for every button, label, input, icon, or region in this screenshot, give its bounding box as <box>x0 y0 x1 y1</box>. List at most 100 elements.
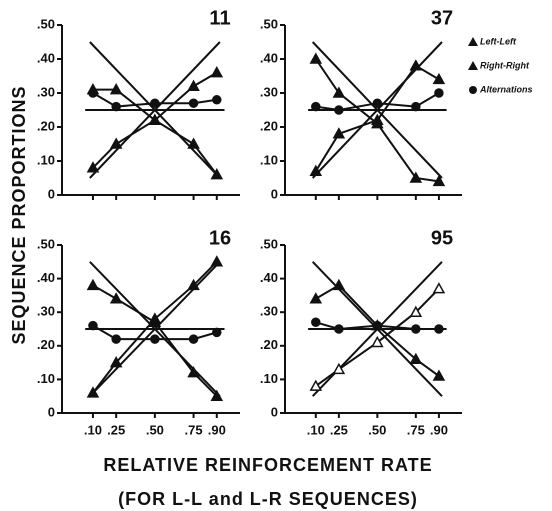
data-point <box>187 278 200 291</box>
y-tick-label: .30 <box>37 304 55 319</box>
data-point <box>111 101 121 112</box>
legend-label: Left-Left <box>480 36 517 46</box>
data-point <box>371 335 384 348</box>
y-tick-label: 0 <box>271 404 278 419</box>
x-tick-label: .10 <box>84 422 102 437</box>
data-point <box>88 88 98 98</box>
data-point <box>309 164 323 176</box>
x-axis-label: RELATIVE REINFORCEMENT RATE <box>103 455 432 475</box>
data-point <box>409 305 423 317</box>
data-point <box>311 101 321 112</box>
data-point <box>434 88 444 98</box>
y-tick-label: .10 <box>37 371 55 386</box>
data-point <box>332 362 346 375</box>
data-point <box>210 389 224 401</box>
y-tick-label: .50 <box>260 236 278 251</box>
panel-title: 95 <box>431 227 453 249</box>
x-tick-label: .90 <box>430 422 448 437</box>
data-point <box>212 327 222 338</box>
data-point <box>109 356 123 368</box>
data-point <box>109 83 123 95</box>
y-tick-label: .10 <box>260 371 278 386</box>
data-point <box>188 98 199 108</box>
x-tick-label: .50 <box>146 422 164 437</box>
y-tick-label: .50 <box>37 236 55 251</box>
panel-title: 37 <box>431 7 453 29</box>
legend-marker <box>468 37 478 46</box>
data-point <box>432 72 446 85</box>
panel-title: 11 <box>209 7 230 29</box>
y-tick-label: .10 <box>260 152 278 167</box>
y-tick-label: .50 <box>260 16 278 31</box>
y-tick-label: .30 <box>37 84 55 99</box>
data-point <box>150 334 160 344</box>
y-tick-label: .20 <box>260 118 278 133</box>
data-point <box>210 66 224 78</box>
data-point <box>86 278 100 291</box>
data-point <box>409 352 423 364</box>
y-tick-label: .20 <box>260 337 278 352</box>
data-point <box>210 168 224 180</box>
data-point <box>188 334 199 344</box>
data-point <box>109 137 123 149</box>
y-tick-label: .10 <box>37 152 55 167</box>
y-tick-label: .30 <box>260 304 278 319</box>
x-tick-label: .75 <box>407 422 425 437</box>
data-point <box>411 324 421 334</box>
data-point <box>150 98 160 108</box>
data-point <box>332 278 346 291</box>
data-point <box>432 369 446 381</box>
data-point <box>111 334 121 344</box>
data-point <box>332 86 346 98</box>
data-point <box>109 292 123 304</box>
data-point <box>309 292 323 304</box>
legend-marker <box>469 86 477 94</box>
x-axis-sublabel: (FOR L-L and L-R SEQUENCES) <box>118 489 418 509</box>
x-tick-label: .75 <box>185 422 203 437</box>
y-tick-label: .40 <box>260 270 278 285</box>
y-tick-label: 0 <box>271 186 278 201</box>
y-tick-label: .20 <box>37 337 55 352</box>
y-tick-label: .30 <box>260 84 278 99</box>
data-point <box>334 105 344 115</box>
data-point <box>86 386 100 398</box>
data-point <box>409 171 423 183</box>
data-point <box>309 52 323 64</box>
data-point <box>432 174 446 187</box>
data-point <box>187 366 200 378</box>
x-tick-label: .25 <box>107 422 125 437</box>
legend-marker <box>468 61 478 70</box>
data-point <box>210 255 224 267</box>
data-point <box>88 320 98 331</box>
data-point <box>334 324 344 334</box>
data-point <box>434 324 444 334</box>
data-point <box>372 98 383 108</box>
y-tick-label: .40 <box>260 50 278 65</box>
data-point <box>432 282 446 294</box>
legend-label: Alternations <box>479 84 533 94</box>
data-point <box>309 379 323 391</box>
data-point <box>332 127 346 139</box>
data-point <box>187 79 200 91</box>
data-point <box>371 113 384 125</box>
y-tick-label: .20 <box>37 118 55 133</box>
y-axis-label: SEQUENCE PROPORTIONS <box>9 85 29 344</box>
x-tick-label: .25 <box>330 422 348 437</box>
legend-label: Right-Right <box>480 60 530 70</box>
x-tick-label: .90 <box>208 422 226 437</box>
data-point <box>148 312 162 324</box>
data-point <box>187 137 200 149</box>
data-point <box>86 161 100 173</box>
y-tick-label: .40 <box>37 50 55 65</box>
x-tick-label: .50 <box>368 422 386 437</box>
data-point <box>148 113 162 125</box>
y-tick-label: .50 <box>37 16 55 31</box>
y-tick-label: 0 <box>48 186 55 201</box>
x-tick-label: .10 <box>307 422 325 437</box>
data-point <box>212 95 222 105</box>
data-point <box>311 317 321 328</box>
y-tick-label: .40 <box>37 270 55 285</box>
data-point <box>372 320 383 331</box>
y-tick-label: 0 <box>48 404 55 419</box>
